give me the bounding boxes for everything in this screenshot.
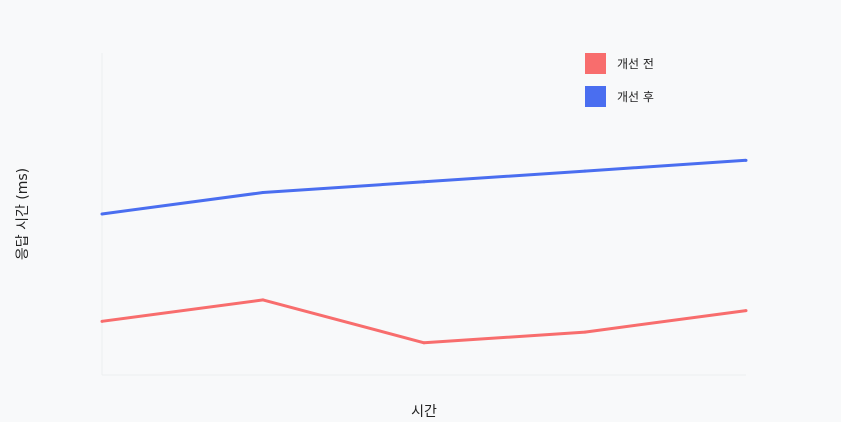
series-line [101, 298, 747, 345]
legend-item: 개선 전 [585, 53, 654, 74]
legend-item: 개선 후 [585, 86, 654, 107]
data-point [261, 191, 265, 195]
legend-label: 개선 후 [617, 90, 654, 104]
legend: 개선 전개선 후 [585, 53, 654, 107]
data-point [261, 298, 265, 302]
series-line [101, 158, 747, 216]
data-point [744, 158, 748, 162]
x-axis-title: 시간 [411, 404, 437, 420]
data-point [583, 169, 587, 173]
data-point [100, 319, 104, 323]
y-axis-title: 응답 시간 (ms) [15, 168, 31, 260]
data-point [422, 180, 426, 184]
legend-swatch [585, 53, 606, 74]
legend-swatch [585, 86, 606, 107]
data-point [583, 330, 587, 334]
series-2 [100, 158, 748, 216]
data-point [100, 212, 104, 216]
data-point [744, 309, 748, 313]
series-1 [100, 298, 748, 345]
series-group [100, 158, 748, 345]
legend-label: 개선 전 [617, 57, 654, 71]
data-point [422, 341, 426, 345]
